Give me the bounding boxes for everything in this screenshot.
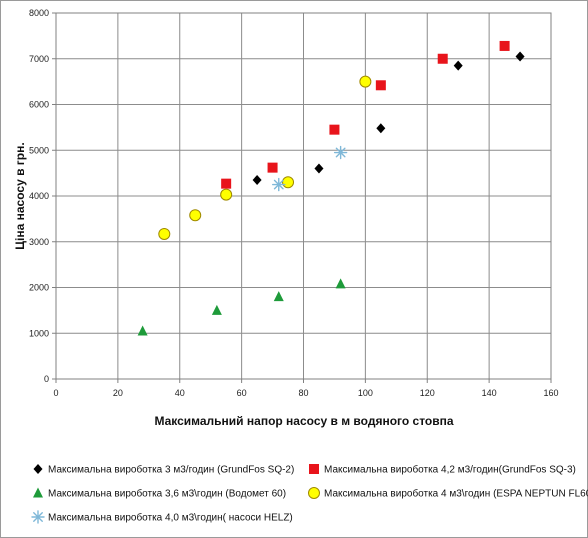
data-point-diamond <box>376 123 386 134</box>
data-point-triangle <box>335 278 346 289</box>
data-point-square <box>499 40 510 51</box>
data-point-triangle <box>273 291 284 302</box>
data-point-triangle <box>211 304 222 315</box>
y-axis-title: Ціна насосу в грн. <box>13 142 27 249</box>
x-tick-label: 20 <box>113 388 123 398</box>
y-tick-label: 5000 <box>29 145 49 155</box>
y-tick-label: 4000 <box>29 191 49 201</box>
data-point-asterisk <box>333 145 348 160</box>
legend-label: Максимальна вироботка 3,6 м3\годин (Водо… <box>48 488 286 500</box>
data-point-circle <box>158 227 171 240</box>
data-point-square <box>375 80 386 91</box>
legend-marker-diamond <box>33 464 43 474</box>
data-point-square <box>329 124 340 135</box>
data-point-circle <box>189 209 202 222</box>
data-point-square <box>437 53 448 64</box>
legend-label: Максимальна вироботка 3 м3/годин (GrundF… <box>48 464 294 476</box>
y-tick-label: 0 <box>44 374 49 384</box>
y-axis-ticks: 0 1000 2000 3000 4000 5000 6000 7000 8000 <box>29 8 56 384</box>
data-point-square <box>221 178 232 189</box>
data-point-diamond <box>252 174 262 185</box>
x-tick-label: 100 <box>358 388 373 398</box>
legend-label: Максимальна вироботка 4 м3\годин (ESPA N… <box>324 488 588 500</box>
legend-label: Максимальна вироботка 4,2 м3/годин(Grund… <box>324 464 576 476</box>
data-point-square <box>267 162 278 173</box>
x-axis-title: Максимальний напор насосу в м водяного с… <box>154 414 453 428</box>
data-points <box>137 40 525 336</box>
legend-marker-circle <box>308 487 320 499</box>
x-axis-ticks: 0 20 40 60 80 100 120 140 160 <box>53 379 559 398</box>
legend-marker-square <box>309 464 319 474</box>
y-tick-label: 3000 <box>29 237 49 247</box>
data-point-diamond <box>453 60 463 71</box>
data-point-diamond <box>515 51 525 62</box>
data-point-diamond <box>314 163 324 174</box>
grid <box>55 12 552 380</box>
x-tick-label: 140 <box>482 388 497 398</box>
data-point-triangle <box>137 325 148 336</box>
data-point-circle <box>359 75 372 88</box>
x-tick-label: 120 <box>420 388 435 398</box>
x-tick-label: 160 <box>543 388 558 398</box>
y-tick-label: 7000 <box>29 54 49 64</box>
legend-marker-asterisk <box>31 510 45 524</box>
legend-label: Максимальна вироботка 4,0 м3\годин( насо… <box>48 512 293 524</box>
y-tick-label: 2000 <box>29 283 49 293</box>
y-tick-label: 8000 <box>29 8 49 18</box>
y-tick-label: 1000 <box>29 328 49 338</box>
y-tick-label: 6000 <box>29 100 49 110</box>
legend: Максимальна вироботка 3 м3/годин (GrundF… <box>31 464 588 524</box>
x-tick-label: 40 <box>175 388 185 398</box>
data-point-circle <box>220 188 233 201</box>
x-tick-label: 80 <box>298 388 308 398</box>
legend-marker-triangle <box>33 487 43 498</box>
data-point-circle <box>282 176 295 189</box>
x-tick-label: 60 <box>237 388 247 398</box>
data-point-asterisk <box>272 177 286 192</box>
x-tick-label: 0 <box>53 388 58 398</box>
